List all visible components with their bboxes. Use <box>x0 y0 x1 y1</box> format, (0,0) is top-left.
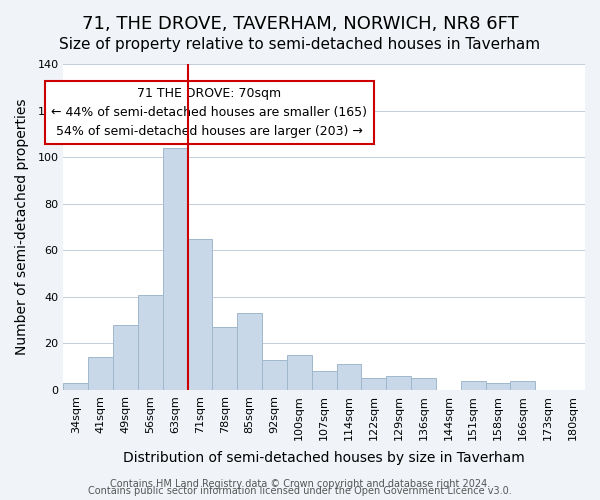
Bar <box>287 355 312 390</box>
Bar <box>411 378 436 390</box>
Bar <box>138 294 163 390</box>
Bar <box>88 358 113 390</box>
Y-axis label: Number of semi-detached properties: Number of semi-detached properties <box>15 99 29 355</box>
Bar <box>163 148 188 390</box>
Text: 71, THE DROVE, TAVERHAM, NORWICH, NR8 6FT: 71, THE DROVE, TAVERHAM, NORWICH, NR8 6F… <box>82 15 518 33</box>
Bar <box>312 372 337 390</box>
Bar <box>113 325 138 390</box>
X-axis label: Distribution of semi-detached houses by size in Taverham: Distribution of semi-detached houses by … <box>123 451 525 465</box>
Text: 71 THE DROVE: 70sqm
← 44% of semi-detached houses are smaller (165)
54% of semi-: 71 THE DROVE: 70sqm ← 44% of semi-detach… <box>52 87 367 138</box>
Bar <box>188 238 212 390</box>
Bar <box>511 380 535 390</box>
Bar <box>337 364 361 390</box>
Bar <box>461 380 485 390</box>
Bar <box>485 383 511 390</box>
Text: Contains public sector information licensed under the Open Government Licence v3: Contains public sector information licen… <box>88 486 512 496</box>
Bar <box>361 378 386 390</box>
Text: Contains HM Land Registry data © Crown copyright and database right 2024.: Contains HM Land Registry data © Crown c… <box>110 479 490 489</box>
Bar <box>64 383 88 390</box>
Bar <box>262 360 287 390</box>
Bar <box>237 313 262 390</box>
Bar <box>386 376 411 390</box>
Bar <box>212 327 237 390</box>
Text: Size of property relative to semi-detached houses in Taverham: Size of property relative to semi-detach… <box>59 38 541 52</box>
